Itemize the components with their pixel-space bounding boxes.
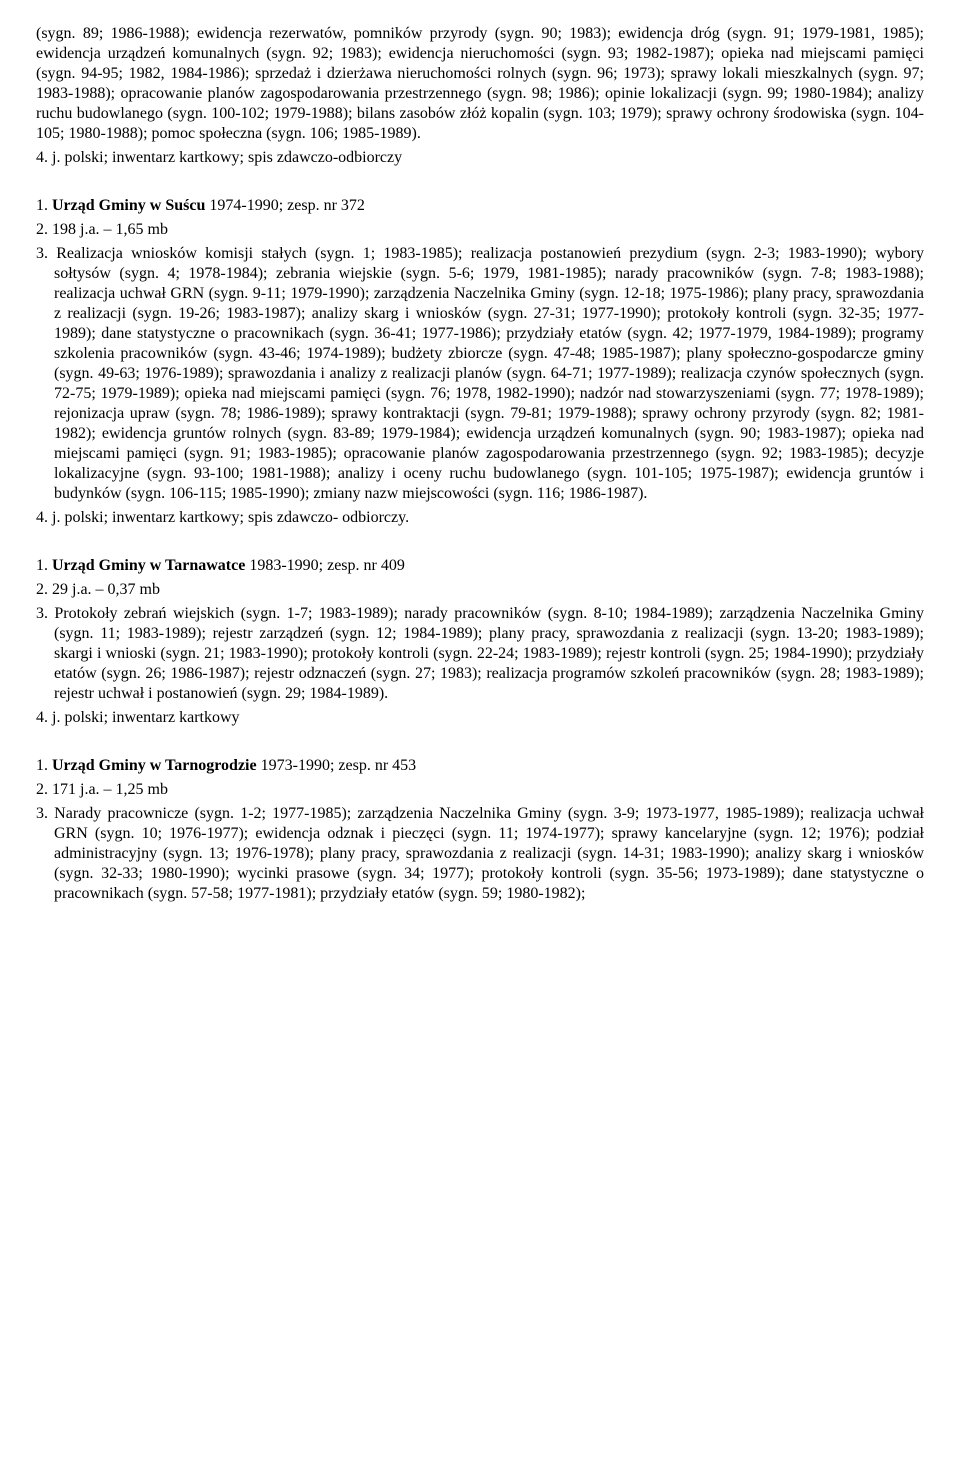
entry-line3: 3. Narady pracownicze (sygn. 1-2; 1977-1… <box>36 804 924 904</box>
entry-title-rest: 1983-1990; zesp. nr 409 <box>245 557 405 574</box>
entry-title-rest: 1973-1990; zesp. nr 453 <box>257 757 417 774</box>
entry-title: 1. Urząd Gminy w Tarnogrodzie 1973-1990;… <box>36 756 924 776</box>
entry-title: 1. Urząd Gminy w Suścu 1974-1990; zesp. … <box>36 196 924 216</box>
entry-tarnogrod: 1. Urząd Gminy w Tarnogrodzie 1973-1990;… <box>36 756 924 904</box>
top-fragment-line4: 4. j. polski; inwentarz kartkowy; spis z… <box>36 148 924 168</box>
entry-title-bold: Urząd Gminy w Tarnogrodzie <box>52 757 257 774</box>
entry-title: 1. Urząd Gminy w Tarnawatce 1983-1990; z… <box>36 556 924 576</box>
entry-line4: 4. j. polski; inwentarz kartkowy <box>36 708 924 728</box>
top-fragment-paragraph: (sygn. 89; 1986-1988); ewidencja rezerwa… <box>36 24 924 144</box>
entry-title-bold: Urząd Gminy w Tarnawatce <box>52 557 245 574</box>
entry-title-bold: Urząd Gminy w Suścu <box>52 197 205 214</box>
entry-line3: 3. Realizacja wniosków komisji stałych (… <box>36 244 924 504</box>
entry-line2: 2. 198 j.a. – 1,65 mb <box>36 220 924 240</box>
entry-line4: 4. j. polski; inwentarz kartkowy; spis z… <box>36 508 924 528</box>
entry-suscu: 1. Urząd Gminy w Suścu 1974-1990; zesp. … <box>36 196 924 528</box>
entry-title-num: 1. <box>36 197 52 214</box>
entry-line3: 3. Protokoły zebrań wiejskich (sygn. 1-7… <box>36 604 924 704</box>
entry-tarnawatka: 1. Urząd Gminy w Tarnawatce 1983-1990; z… <box>36 556 924 728</box>
entry-line2: 2. 171 j.a. – 1,25 mb <box>36 780 924 800</box>
entry-title-num: 1. <box>36 757 52 774</box>
entry-title-rest: 1974-1990; zesp. nr 372 <box>205 197 365 214</box>
top-fragment-block: (sygn. 89; 1986-1988); ewidencja rezerwa… <box>36 24 924 168</box>
entry-title-num: 1. <box>36 557 52 574</box>
entry-line2: 2. 29 j.a. – 0,37 mb <box>36 580 924 600</box>
